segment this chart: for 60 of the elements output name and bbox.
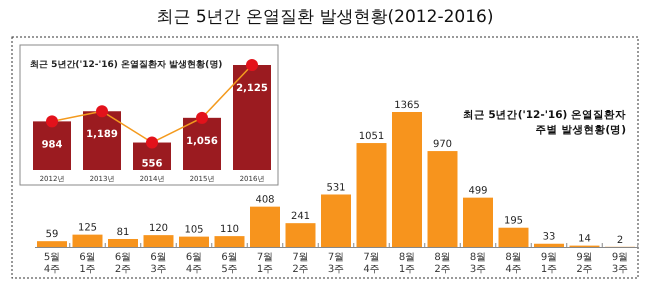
- bar: [286, 223, 316, 247]
- bar: [214, 236, 244, 247]
- x-tick-label: 9월 2주: [576, 252, 593, 275]
- data-label: 984: [42, 139, 62, 150]
- bar: [233, 65, 271, 170]
- data-label: 2,125: [236, 83, 268, 94]
- x-tick-label: 6월 5주: [221, 252, 238, 275]
- bar: [179, 236, 209, 247]
- bar: [250, 206, 280, 247]
- data-label: 241: [290, 211, 310, 222]
- x-tick-label: 8월 3주: [470, 252, 486, 275]
- bar: [356, 143, 386, 247]
- data-label: 531: [326, 182, 346, 194]
- x-tick-label: 5월 4주: [44, 252, 60, 275]
- data-label: 59: [46, 229, 58, 240]
- x-tick-label: 9월 1주: [540, 252, 558, 275]
- data-label: 408: [255, 194, 275, 206]
- chart-subtitle: 최근 5년간('12-'16) 온열질환자 주별 발생현황(명): [462, 109, 626, 136]
- bar: [321, 194, 351, 247]
- data-label: 120: [148, 223, 168, 234]
- x-tick-label: 8월 1주: [398, 252, 416, 275]
- x-tick-label: 6월 1주: [79, 252, 96, 275]
- x-tick-label: 8월 4주: [505, 252, 522, 275]
- data-label: 105: [184, 224, 204, 236]
- x-tick-label: 9월 3주: [612, 252, 628, 275]
- bar: [72, 234, 102, 247]
- bar: [83, 111, 121, 170]
- bar: [33, 121, 71, 170]
- data-label: 556: [142, 158, 162, 170]
- x-tick-label: 8월 2주: [434, 252, 451, 275]
- chart-title: 최근 5년간('12-'16) 온열질환자 발생현황(명): [30, 60, 222, 70]
- data-label: 110: [220, 224, 240, 236]
- chart-title: 최근 5년간 온열질환 발생현황(2012-2016): [156, 7, 494, 27]
- data-label: 1,056: [186, 136, 218, 147]
- bar: [37, 241, 67, 247]
- bar: [144, 235, 174, 247]
- data-label: 81: [116, 226, 130, 238]
- x-tick-label: 7월 1주: [256, 252, 274, 275]
- bar: [498, 228, 528, 247]
- bar: [108, 238, 138, 247]
- data-label: 33: [542, 232, 556, 243]
- bar: [392, 112, 422, 247]
- data-label: 125: [78, 222, 98, 234]
- x-tick-label: 6월 2주: [114, 252, 132, 275]
- data-label: 1365: [394, 100, 420, 111]
- bar: [428, 151, 458, 247]
- bar: [534, 244, 564, 247]
- x-tick-label: 6월 4주: [186, 252, 202, 275]
- data-label: 14: [578, 234, 591, 245]
- data-label: 499: [468, 186, 488, 197]
- data-label: 970: [432, 139, 452, 150]
- x-tick-label: 7월 4주: [363, 252, 380, 275]
- x-tick-label: 7월 2주: [292, 252, 309, 275]
- data-label: 1,189: [86, 129, 118, 140]
- data-label: 1051: [358, 131, 384, 142]
- x-tick-label: 6월 3주: [150, 252, 167, 275]
- bar: [463, 198, 493, 247]
- data-label: 2: [616, 234, 624, 246]
- x-tick-label: 7월 3주: [328, 252, 344, 275]
- data-label: 195: [504, 216, 524, 227]
